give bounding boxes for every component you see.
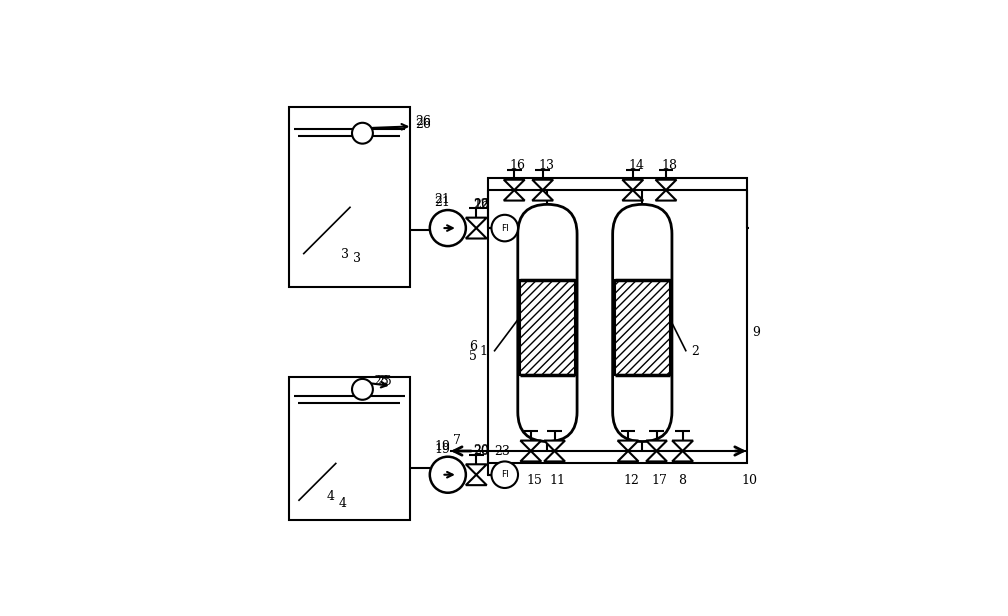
Text: 10: 10 bbox=[742, 474, 758, 487]
Bar bbox=[289, 378, 410, 520]
Polygon shape bbox=[622, 190, 643, 201]
Text: 20: 20 bbox=[473, 444, 489, 457]
FancyBboxPatch shape bbox=[518, 205, 577, 442]
Polygon shape bbox=[532, 180, 553, 190]
Polygon shape bbox=[646, 440, 667, 451]
Polygon shape bbox=[655, 190, 676, 201]
Text: 15: 15 bbox=[526, 474, 542, 487]
Text: 23: 23 bbox=[494, 445, 510, 458]
Text: 12: 12 bbox=[623, 474, 639, 487]
Circle shape bbox=[492, 215, 518, 241]
Polygon shape bbox=[622, 180, 643, 190]
Text: 2: 2 bbox=[690, 345, 699, 358]
Text: 22: 22 bbox=[473, 198, 489, 211]
Polygon shape bbox=[532, 190, 553, 201]
Text: 20: 20 bbox=[473, 445, 489, 458]
Text: FI: FI bbox=[501, 470, 509, 479]
Text: 19: 19 bbox=[434, 440, 451, 453]
Text: 25: 25 bbox=[376, 375, 392, 388]
Polygon shape bbox=[544, 440, 564, 451]
Text: 6: 6 bbox=[469, 340, 477, 353]
Text: 26: 26 bbox=[415, 118, 431, 131]
Bar bbox=[289, 107, 410, 287]
Text: 21: 21 bbox=[434, 193, 451, 206]
Text: 9: 9 bbox=[752, 326, 760, 339]
Bar bbox=[520, 280, 576, 375]
Circle shape bbox=[429, 210, 466, 246]
Polygon shape bbox=[504, 190, 524, 201]
Circle shape bbox=[429, 456, 466, 493]
Text: 8: 8 bbox=[677, 474, 685, 487]
Text: 4: 4 bbox=[339, 496, 347, 509]
Polygon shape bbox=[520, 440, 541, 451]
Polygon shape bbox=[544, 451, 564, 461]
Polygon shape bbox=[466, 475, 487, 485]
Text: 7: 7 bbox=[453, 434, 461, 447]
Polygon shape bbox=[618, 451, 638, 461]
Polygon shape bbox=[672, 440, 694, 451]
Text: FI: FI bbox=[501, 224, 509, 233]
Bar bbox=[488, 178, 747, 463]
Bar bbox=[615, 280, 670, 375]
Polygon shape bbox=[466, 217, 487, 228]
Text: 19: 19 bbox=[434, 443, 451, 456]
Polygon shape bbox=[466, 228, 487, 238]
Text: 16: 16 bbox=[473, 198, 489, 211]
Polygon shape bbox=[520, 451, 541, 461]
Polygon shape bbox=[655, 180, 676, 190]
Text: 3: 3 bbox=[353, 253, 361, 265]
Text: 26: 26 bbox=[415, 115, 431, 128]
FancyBboxPatch shape bbox=[613, 205, 672, 442]
Text: 11: 11 bbox=[549, 474, 565, 487]
Text: 14: 14 bbox=[628, 158, 644, 172]
Text: 16: 16 bbox=[509, 158, 525, 172]
Text: 5: 5 bbox=[469, 350, 477, 363]
Circle shape bbox=[352, 379, 373, 400]
Polygon shape bbox=[672, 451, 694, 461]
Text: 21: 21 bbox=[434, 197, 451, 209]
Text: 4: 4 bbox=[327, 490, 335, 503]
Text: 22: 22 bbox=[473, 198, 489, 212]
Text: 17: 17 bbox=[652, 474, 667, 487]
Circle shape bbox=[352, 123, 373, 144]
Text: 18: 18 bbox=[661, 158, 677, 172]
Polygon shape bbox=[504, 180, 524, 190]
Circle shape bbox=[492, 461, 518, 488]
Text: 3: 3 bbox=[341, 248, 349, 261]
Text: 25: 25 bbox=[374, 375, 389, 388]
Polygon shape bbox=[646, 451, 667, 461]
Text: 13: 13 bbox=[538, 158, 554, 172]
Text: 1: 1 bbox=[480, 345, 488, 358]
Polygon shape bbox=[466, 464, 487, 475]
Polygon shape bbox=[618, 440, 638, 451]
